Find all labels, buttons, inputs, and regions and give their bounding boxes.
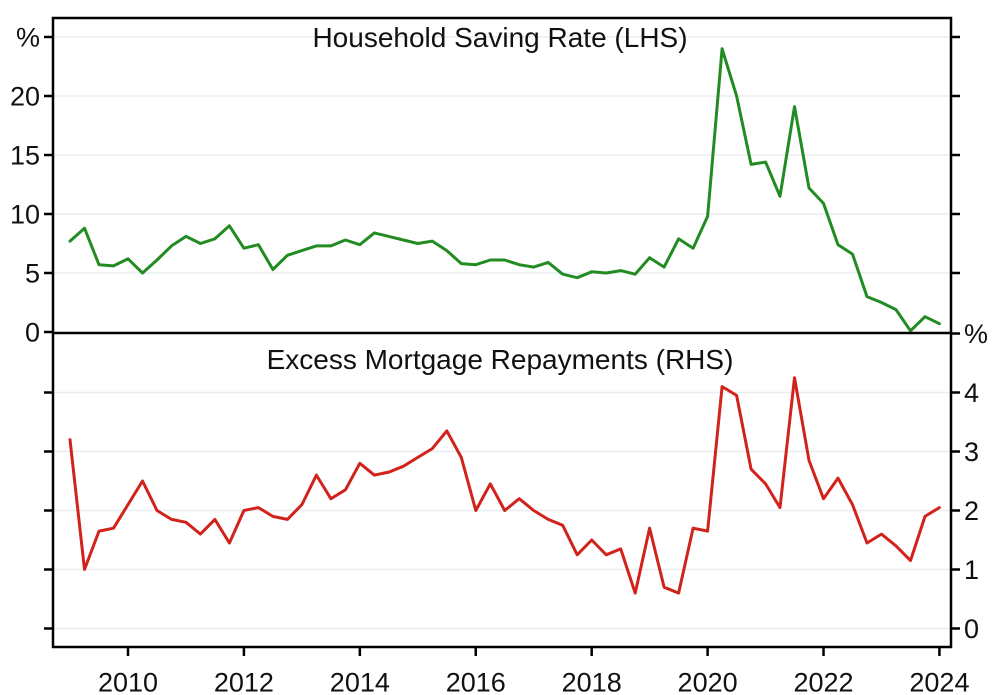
x-tick-label: 2022 xyxy=(793,667,853,695)
y-tick-label: 1 xyxy=(964,555,979,585)
y-tick-label: 20 xyxy=(10,82,40,112)
y-tick-label: 10 xyxy=(10,200,40,230)
x-tick-label: 2020 xyxy=(678,667,738,695)
saving-rate-line xyxy=(68,47,941,333)
y-tick-label: 4 xyxy=(964,378,979,408)
y-tick-label: 3 xyxy=(964,437,979,467)
y-tick-label: 0 xyxy=(964,614,979,644)
y-tick-label: 15 xyxy=(10,141,40,171)
y-tick-label: 5 xyxy=(25,259,40,289)
y-tick-label: 0 xyxy=(25,318,40,348)
x-tick-label: 2010 xyxy=(98,667,158,695)
x-tick-label: 2018 xyxy=(562,667,622,695)
x-tick-label: 2024 xyxy=(909,667,969,695)
axis-unit-label: % xyxy=(964,319,988,349)
top-panel-title: Household Saving Rate (LHS) xyxy=(312,22,687,53)
x-tick-label: 2016 xyxy=(446,667,506,695)
mortgage-repayments-line xyxy=(68,376,941,595)
x-tick-label: 2014 xyxy=(330,667,390,695)
bottom-panel-title: Excess Mortgage Repayments (RHS) xyxy=(267,344,734,375)
y-tick-label: 2 xyxy=(964,496,979,526)
x-tick-label: 2012 xyxy=(214,667,274,695)
axis-unit-label: % xyxy=(16,23,40,53)
